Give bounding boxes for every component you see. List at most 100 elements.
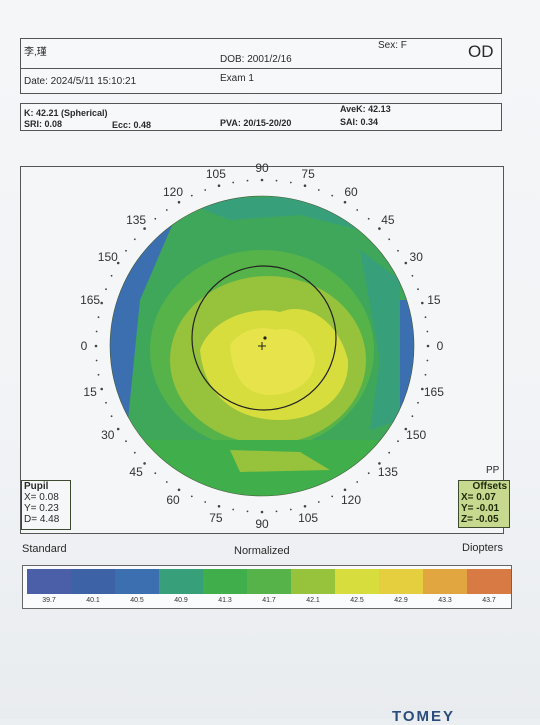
scale-swatch	[423, 569, 467, 594]
scale-swatch	[335, 569, 379, 594]
scale-value: 40.9	[174, 597, 188, 604]
angle-label: 105	[206, 167, 226, 181]
angle-tick	[426, 330, 429, 333]
scale-swatch	[247, 569, 291, 594]
legend-diopters: Diopters	[462, 542, 503, 554]
scale-swatch	[379, 569, 423, 594]
angle-tick	[411, 415, 414, 418]
scale-value: 42.5	[350, 597, 364, 604]
angle-tick	[356, 481, 359, 483]
angle-tick	[397, 249, 399, 252]
angle-label: 30	[410, 250, 424, 264]
offsets-y: Y= -0.01	[461, 503, 500, 514]
index-sai: SAI: 0.34	[340, 117, 379, 127]
scale-value: 40.5	[130, 597, 144, 604]
angle-tick	[143, 227, 146, 230]
angle-tick	[289, 181, 292, 184]
index-sri: SRI: 0.08	[24, 119, 63, 129]
angle-tick	[426, 344, 430, 348]
pupil-d: D= 4.48	[24, 514, 60, 525]
offsets-box: Offsets X= 0.07 Y= -0.01 Z= -0.05	[458, 480, 510, 528]
angle-label: 165	[424, 385, 444, 399]
pupil-x: X= 0.08	[24, 492, 59, 503]
angle-tick	[204, 189, 207, 191]
angle-tick	[143, 462, 146, 465]
angle-label: 135	[378, 465, 398, 479]
scale-value: 41.7	[262, 597, 276, 604]
scale-swatch	[71, 569, 115, 594]
angle-tick	[367, 217, 370, 220]
angle-tick	[177, 488, 181, 492]
angle-tick	[177, 200, 181, 204]
patient-sex: Sex: F	[378, 40, 407, 51]
angle-tick	[116, 427, 120, 431]
eye-label: OD	[468, 42, 494, 61]
angle-tick	[411, 274, 414, 277]
angle-label: 75	[301, 167, 315, 181]
angle-tick	[260, 510, 264, 514]
pupil-box: Pupil X= 0.08 Y= 0.23 D= 4.48	[21, 480, 71, 530]
angle-label: 135	[126, 213, 146, 227]
angle-tick	[289, 508, 292, 511]
offsets-x: X= 0.07	[461, 492, 496, 503]
angle-label: 0	[437, 339, 444, 353]
angle-tick	[246, 510, 249, 513]
angle-tick	[165, 481, 168, 483]
angle-tick	[232, 181, 235, 184]
angle-tick	[331, 495, 334, 498]
angle-tick	[95, 359, 98, 362]
angle-tick	[94, 344, 98, 348]
angle-tick	[356, 209, 359, 211]
angle-tick	[343, 488, 347, 492]
angle-tick	[404, 427, 408, 431]
angle-tick	[343, 200, 347, 204]
angle-label: 15	[427, 293, 441, 307]
pupil-circle	[191, 265, 337, 411]
pupil-center-dot	[263, 336, 267, 340]
angle-label: 30	[101, 428, 115, 442]
pupil-title: Pupil	[24, 481, 49, 492]
angle-tick	[204, 501, 207, 503]
angle-tick	[110, 415, 113, 418]
angle-label: 75	[209, 511, 223, 525]
scale-value: 42.1	[306, 597, 320, 604]
angle-tick	[105, 401, 107, 404]
angle-tick	[421, 387, 424, 391]
scale-swatch	[467, 569, 511, 594]
angle-tick	[100, 387, 103, 391]
pupil-y: Y= 0.23	[24, 503, 59, 514]
angle-tick	[232, 508, 235, 511]
angle-tick	[125, 440, 127, 443]
angle-tick	[417, 401, 419, 404]
scale-value: 42.9	[394, 597, 408, 604]
angle-label: 165	[80, 293, 100, 307]
angle-tick	[95, 330, 98, 333]
exam-label: Exam 1	[220, 73, 254, 84]
exam-box	[20, 68, 502, 94]
angle-tick	[397, 440, 399, 443]
angle-tick	[217, 505, 221, 508]
patient-dob: DOB: 2001/2/16	[220, 54, 292, 65]
angle-tick	[217, 184, 221, 187]
angle-tick	[331, 194, 334, 197]
pp-label: PP	[486, 465, 500, 476]
angle-tick	[116, 261, 120, 265]
angle-tick	[378, 462, 381, 465]
scale-swatch	[27, 569, 71, 594]
angle-tick	[404, 261, 408, 265]
angle-label: 150	[406, 428, 426, 442]
scale-value: 40.1	[86, 597, 100, 604]
legend-standard: Standard	[22, 543, 67, 555]
angle-tick	[275, 179, 278, 182]
angle-tick	[133, 451, 136, 454]
scale-value: 43.3	[438, 597, 452, 604]
exam-date: Date: 2024/5/11 15:10:21	[24, 76, 137, 87]
angle-tick	[317, 501, 320, 503]
angle-tick	[417, 288, 419, 291]
angle-label: 90	[255, 517, 269, 531]
scale-value: 39.7	[42, 597, 56, 604]
angle-tick	[100, 301, 103, 305]
angle-label: 60	[344, 185, 358, 199]
scale-swatch	[159, 569, 203, 594]
angle-tick	[105, 288, 107, 291]
